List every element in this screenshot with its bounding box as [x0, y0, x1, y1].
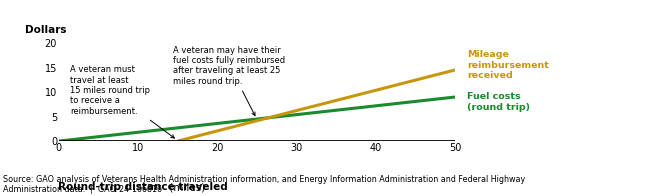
- Text: Dollars: Dollars: [25, 25, 66, 35]
- Text: A veteran may have their
fuel costs fully reimbursed
after traveling at least 25: A veteran may have their fuel costs full…: [174, 46, 285, 116]
- Text: Mileage
reimbursement
received: Mileage reimbursement received: [467, 50, 549, 80]
- Text: Source: GAO analysis of Veterans Health Administration information, and Energy I: Source: GAO analysis of Veterans Health …: [3, 175, 525, 194]
- Text: (miles): (miles): [166, 182, 205, 192]
- Text: A veteran must
travel at least
15 miles round trip
to receive a
reimbursement.: A veteran must travel at least 15 miles …: [70, 65, 174, 138]
- Text: Round-trip distance traveled: Round-trip distance traveled: [58, 182, 228, 192]
- Text: Fuel costs
(round trip): Fuel costs (round trip): [467, 92, 530, 112]
